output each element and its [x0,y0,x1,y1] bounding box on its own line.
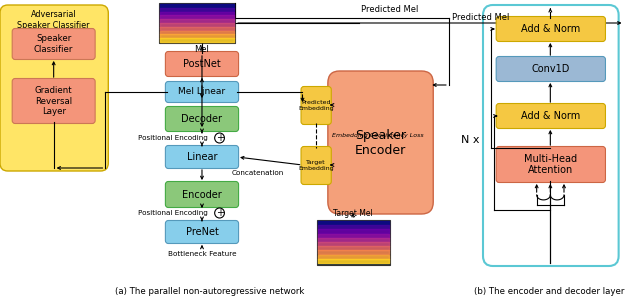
FancyBboxPatch shape [165,107,239,132]
Text: Gradient
Reversal
Layer: Gradient Reversal Layer [35,86,72,116]
Text: +: + [216,208,223,218]
FancyBboxPatch shape [317,220,390,265]
Text: Bottleneck Feature: Bottleneck Feature [168,251,236,257]
Circle shape [214,133,225,143]
Text: Mel: Mel [195,45,209,54]
Text: Positional Encoding: Positional Encoding [138,135,207,141]
Text: Conv1D: Conv1D [532,64,570,74]
FancyBboxPatch shape [159,3,235,43]
FancyBboxPatch shape [496,104,605,129]
FancyBboxPatch shape [0,5,108,171]
Text: Positional Encoding: Positional Encoding [138,210,207,216]
FancyBboxPatch shape [496,17,605,42]
FancyBboxPatch shape [496,57,605,82]
FancyBboxPatch shape [12,79,95,123]
Text: PreNet: PreNet [186,227,218,237]
Text: (b) The encoder and decoder layer: (b) The encoder and decoder layer [474,287,625,296]
Text: Speaker
Classifier: Speaker Classifier [34,34,74,54]
Text: Adversarial
Speaker Classifier: Adversarial Speaker Classifier [17,10,90,30]
Text: PostNet: PostNet [183,59,221,69]
Text: Linear: Linear [187,152,217,162]
Text: Concatenation: Concatenation [231,170,284,176]
FancyBboxPatch shape [165,82,239,103]
Text: Target Mel: Target Mel [333,209,373,219]
Text: Encoder: Encoder [182,190,222,200]
Text: Predicted Mel: Predicted Mel [452,14,509,23]
Text: Predicted Mel: Predicted Mel [361,5,419,14]
Text: Decoder: Decoder [182,114,223,124]
FancyBboxPatch shape [301,147,332,185]
Text: Predicted
Embedding: Predicted Embedding [298,100,334,111]
Text: Multi-Head
Attention: Multi-Head Attention [524,154,577,175]
FancyBboxPatch shape [301,86,332,125]
FancyBboxPatch shape [12,29,95,60]
Text: Add & Norm: Add & Norm [521,24,580,34]
Text: (a) The parallel non-autoregressive network: (a) The parallel non-autoregressive netw… [115,287,305,296]
Text: N x: N x [461,135,479,145]
FancyBboxPatch shape [165,51,239,76]
Text: Target
Embedding: Target Embedding [298,160,334,171]
Text: Mel Linear: Mel Linear [179,88,225,97]
Text: Speaker
Encoder: Speaker Encoder [355,129,406,157]
FancyBboxPatch shape [165,182,239,207]
FancyBboxPatch shape [165,145,239,169]
FancyBboxPatch shape [165,221,239,244]
Text: +: + [216,133,223,143]
Text: Add & Norm: Add & Norm [521,111,580,121]
FancyBboxPatch shape [496,147,605,182]
FancyBboxPatch shape [328,71,433,214]
Text: Embedding Consistency Loss: Embedding Consistency Loss [332,132,424,138]
Circle shape [214,208,225,218]
